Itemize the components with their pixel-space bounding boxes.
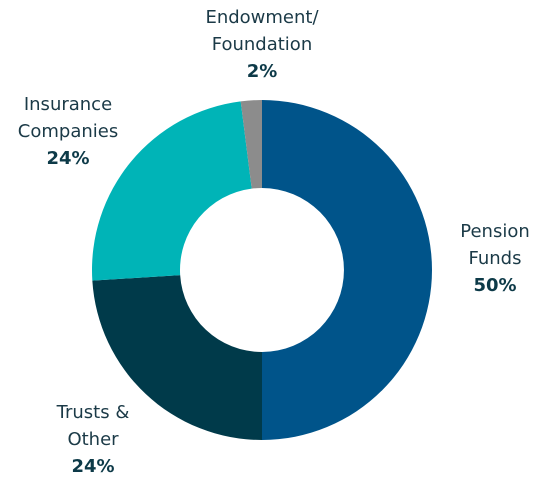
slice xyxy=(92,275,263,440)
category-label: Pension Funds xyxy=(460,221,530,269)
value-label: 2% xyxy=(246,61,278,82)
value-label: 24% xyxy=(46,148,90,169)
slice-label: Insurance Companies 24% xyxy=(0,91,158,172)
slice xyxy=(262,100,432,440)
category-label: Trusts & Other xyxy=(56,402,130,450)
slice-label: Pension Funds 50% xyxy=(405,218,538,299)
slice xyxy=(92,101,252,281)
slice xyxy=(240,100,262,189)
value-label: 24% xyxy=(71,456,115,477)
slice-label: Trusts & Other 24% xyxy=(3,399,183,480)
category-label: Endowment/ Foundation xyxy=(205,7,319,55)
slice-label: Endowment/ Foundation 2% xyxy=(172,4,352,85)
value-label: 50% xyxy=(473,275,517,296)
category-label: Insurance Companies xyxy=(17,94,119,142)
